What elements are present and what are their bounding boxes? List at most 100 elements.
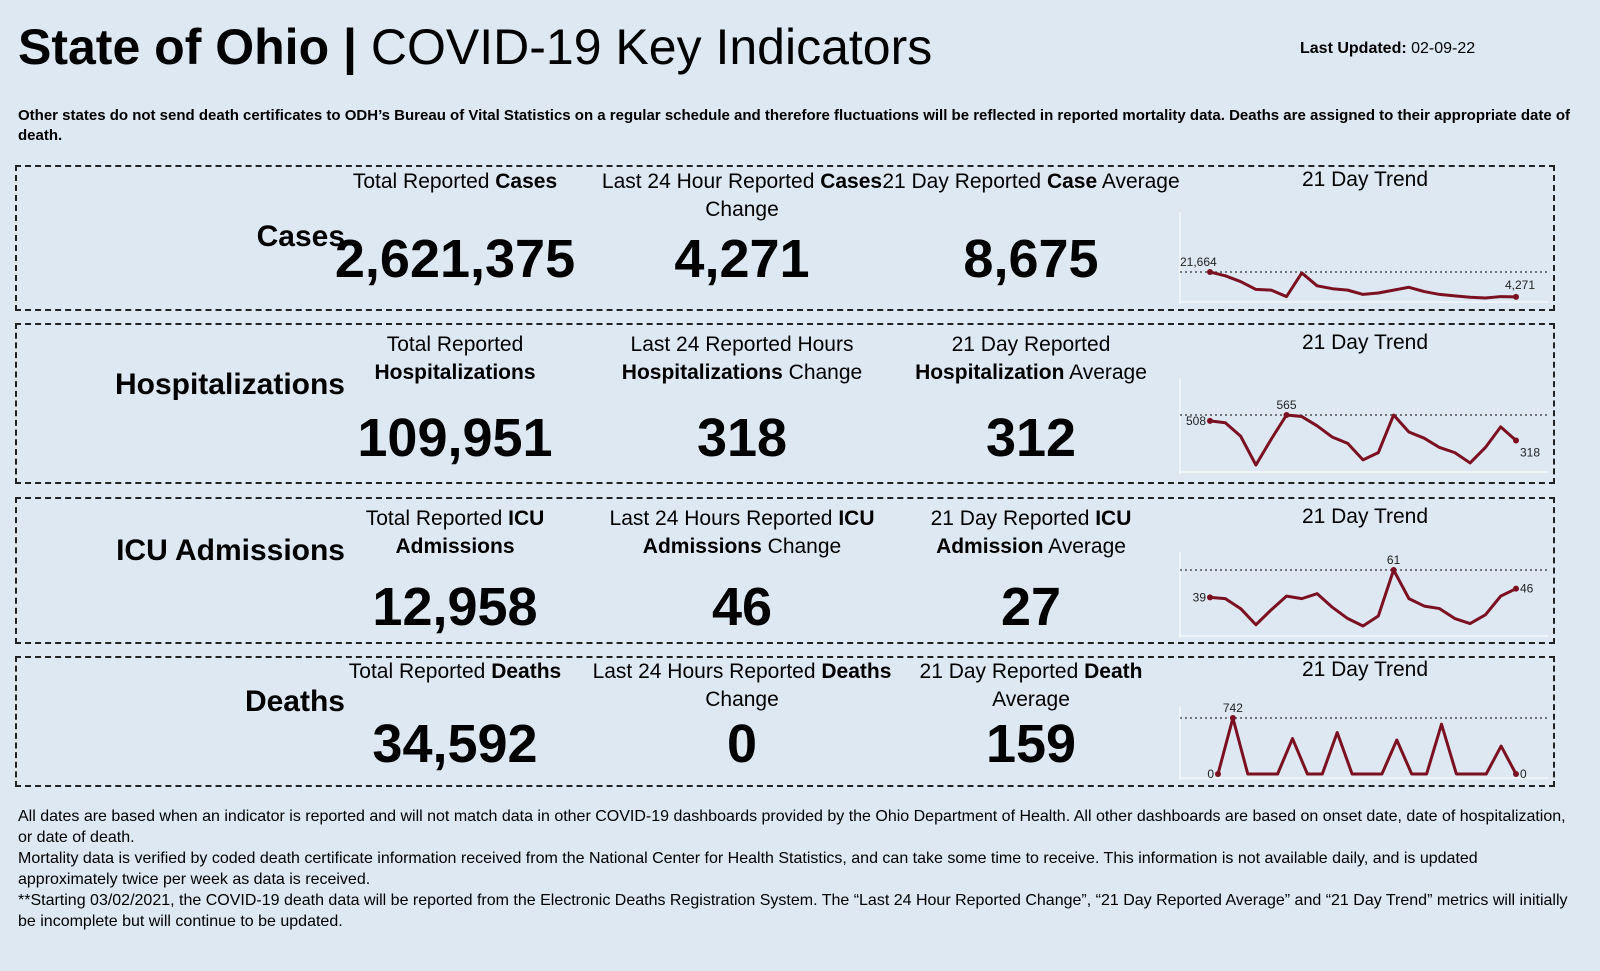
label-part: ICU Admissions xyxy=(642,507,880,558)
sparkline: 21,664 4,271 xyxy=(1179,212,1548,304)
labeled-point xyxy=(1229,715,1236,721)
value-label: 508 xyxy=(1186,414,1206,428)
label-part: Average xyxy=(1097,170,1180,193)
label-part: 21 Day Reported xyxy=(930,507,1096,530)
value-label: 21,664 xyxy=(1180,255,1217,269)
metric-label: Last 24 Hours Reported Deaths Change xyxy=(592,658,892,714)
metric-value: 318 xyxy=(696,408,788,468)
labeled-point xyxy=(1283,412,1290,418)
value-label: 0 xyxy=(1520,767,1527,781)
labeled-point xyxy=(1513,585,1519,592)
row-name: Cases xyxy=(256,220,345,253)
metric-value: 8,675 xyxy=(963,229,1099,289)
metric-value: 2,621,375 xyxy=(334,229,576,289)
label-part: Last 24 Hours Reported xyxy=(609,507,839,530)
label-part: Cases xyxy=(820,170,883,193)
metric-label: Total Reported Hospitalizations xyxy=(305,331,605,387)
updated-date: 02-09-22 xyxy=(1411,40,1476,57)
metric-value: 0 xyxy=(726,714,758,774)
updated-label: Last Updated: xyxy=(1300,40,1407,57)
label-part: Hospitalization xyxy=(915,361,1065,384)
metric-value: 109,951 xyxy=(357,408,553,468)
label-part: Total Reported xyxy=(386,333,530,356)
metric-value: 159 xyxy=(985,714,1077,774)
row-name: ICU Admissions xyxy=(116,534,345,567)
trend-line xyxy=(1209,413,1517,467)
label-part: Total Reported xyxy=(348,660,492,683)
trend-line xyxy=(1209,270,1517,300)
footer-paragraph: **Starting 03/02/2021, the COVID-19 deat… xyxy=(18,892,1568,930)
labeled-point xyxy=(1513,437,1519,444)
footer: All dates are based when an indicator is… xyxy=(18,806,1578,932)
page-title: State of Ohio | COVID-19 Key Indicators xyxy=(18,18,932,76)
last-updated: Last Updated: 02-09-22 xyxy=(1300,40,1475,58)
label-part: Change xyxy=(782,361,863,384)
trend-title: 21 Day Trend xyxy=(1301,168,1429,191)
labeled-point xyxy=(1207,417,1213,424)
label-part: Change xyxy=(761,535,842,558)
metric-label: 21 Day Reported Case Average xyxy=(881,168,1181,196)
trend-line xyxy=(1209,568,1517,628)
label-part: 21 Day Reported xyxy=(951,333,1117,356)
trend-title: 21 Day Trend xyxy=(1301,505,1429,528)
label-part: Change xyxy=(705,170,888,221)
metric-label: Total Reported ICU Admissions xyxy=(305,505,605,561)
labeled-point xyxy=(1207,269,1213,275)
labeled-point xyxy=(1513,771,1519,777)
indicator-box xyxy=(15,323,1555,484)
indicator-box xyxy=(15,656,1555,787)
metric-label: Total Reported Deaths xyxy=(305,658,605,686)
labeled-point xyxy=(1390,567,1397,573)
indicator-box xyxy=(15,165,1555,311)
label-part: Average xyxy=(992,660,1149,711)
label-part: Total Reported xyxy=(352,170,496,193)
metric-label: 21 Day Reported ICU Admission Average xyxy=(881,505,1181,561)
label-part: Cases xyxy=(495,170,558,193)
value-label: 0 xyxy=(1207,767,1214,781)
metric-label: Last 24 Hour Reported Cases Change xyxy=(592,168,892,224)
labeled-point xyxy=(1207,594,1213,601)
title-rest: COVID-19 Key Indicators xyxy=(370,19,933,75)
metric-label: 21 Day Reported Death Average xyxy=(881,658,1181,714)
label-part: 21 Day Reported xyxy=(882,170,1047,193)
labeled-point xyxy=(1513,293,1519,300)
label-part: Hospitalizations xyxy=(621,361,783,384)
label-part: Last 24 Hour Reported xyxy=(601,170,821,193)
label-part: ICU Admission xyxy=(936,507,1137,558)
row-name: Deaths xyxy=(244,685,345,718)
label-part: Deaths xyxy=(491,660,562,683)
value-label: 39 xyxy=(1193,590,1207,604)
metric-value: 312 xyxy=(985,408,1077,468)
label-part: Deaths xyxy=(821,660,892,683)
label-part: Total Reported xyxy=(365,507,509,530)
value-label: 61 xyxy=(1387,553,1401,567)
label-part: Change xyxy=(705,660,898,711)
value-label: 46 xyxy=(1520,582,1534,596)
trend-line xyxy=(1216,716,1518,776)
label-part: Hospitalizations xyxy=(374,361,536,384)
trend-title: 21 Day Trend xyxy=(1301,331,1429,354)
label-part: Case xyxy=(1046,170,1098,193)
row-name: Hospitalizations xyxy=(114,368,345,401)
title-bold: State of Ohio | xyxy=(18,19,357,75)
sparkline: 39 61 46 xyxy=(1179,552,1548,638)
value-label: 4,271 xyxy=(1505,278,1535,292)
footer-paragraph: All dates are based when an indicator is… xyxy=(18,808,1566,846)
metric-value: 4,271 xyxy=(674,229,810,289)
label-part: Average xyxy=(1064,361,1147,384)
trend-title: 21 Day Trend xyxy=(1301,658,1429,681)
metric-label: Last 24 Reported Hours Hospitalizations … xyxy=(592,331,892,387)
metric-label: 21 Day Reported Hospitalization Average xyxy=(881,331,1181,387)
indicator-box xyxy=(15,497,1555,644)
label-part: Average xyxy=(1043,535,1126,558)
metric-value: 27 xyxy=(1000,577,1062,637)
label-part: Last 24 Reported Hours xyxy=(630,333,860,356)
metric-label: Total Reported Cases xyxy=(305,168,605,196)
label-part: Last 24 Hours Reported xyxy=(592,660,822,683)
metric-label: Last 24 Hours Reported ICU Admissions Ch… xyxy=(592,505,892,561)
label-part: 21 Day Reported xyxy=(919,660,1085,683)
sparkline: 508 565 318 xyxy=(1179,378,1548,474)
value-label: 565 xyxy=(1276,398,1296,412)
value-label: 742 xyxy=(1223,701,1243,715)
